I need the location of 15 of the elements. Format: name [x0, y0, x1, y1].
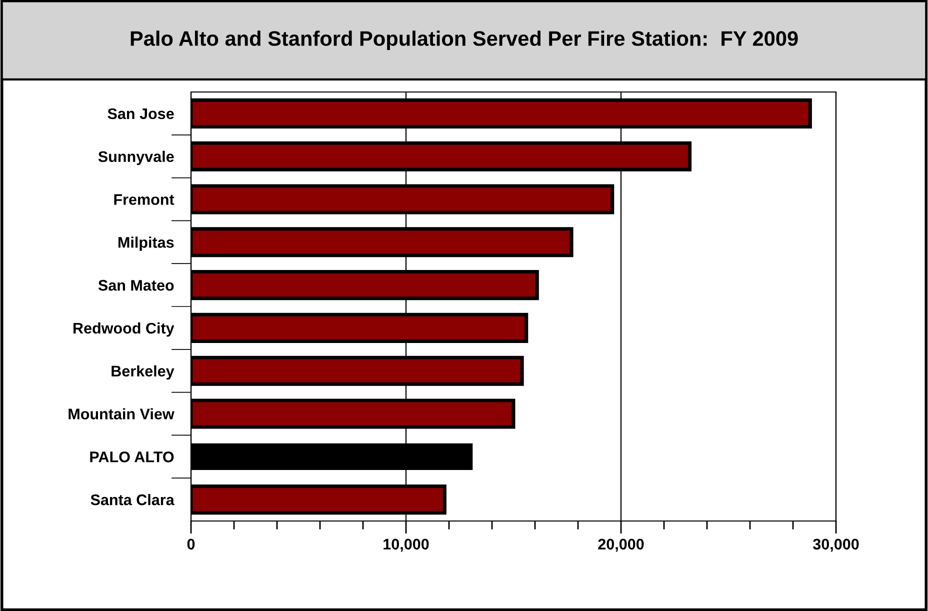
y-tick-label: San Jose — [108, 108, 174, 120]
x-tick-label: 20,000 — [598, 538, 644, 552]
y-tick-label: Redwood City — [74, 322, 174, 337]
y-tick-label: Mountain View — [68, 408, 174, 420]
y-tick-label: Fremont — [114, 194, 174, 205]
x-tick-label: 10,000 — [384, 538, 429, 552]
y-tick-label: Milpitas — [118, 236, 174, 251]
y-tick-label: Sunnyvale — [98, 150, 174, 166]
chart-title: Palo Alto and Stanford Population Served Per Fire Station: FY 2009 — [130, 30, 798, 50]
y-tick-label: San Mateo — [98, 280, 174, 291]
y-tick-label: Santa Clara — [90, 494, 174, 506]
y-tick-label: Berkeley — [112, 365, 174, 380]
y-tick-label: PALO ALTO — [90, 452, 174, 462]
x-tick-label: 0 — [187, 538, 195, 550]
x-tick-label: 30,000 — [812, 538, 859, 552]
